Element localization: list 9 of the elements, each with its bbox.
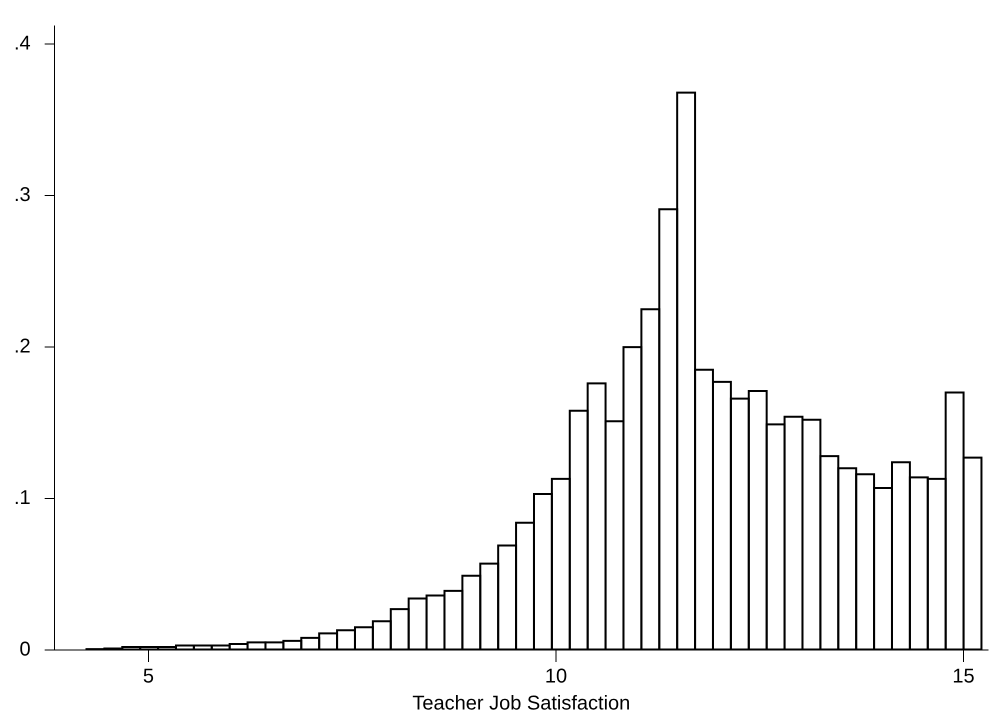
- y-tick-label: .3: [14, 184, 31, 206]
- x-axis-title: Teacher Job Satisfaction: [412, 692, 630, 715]
- x-tick-label: 10: [544, 666, 568, 688]
- x-tick-label: 5: [142, 666, 154, 688]
- x-tick-label: 15: [952, 666, 975, 688]
- y-tick-label: .4: [14, 32, 31, 55]
- y-tick-label: .1: [14, 487, 31, 510]
- y-tick-label: 0: [20, 638, 31, 661]
- y-tick-label: .2: [14, 336, 31, 358]
